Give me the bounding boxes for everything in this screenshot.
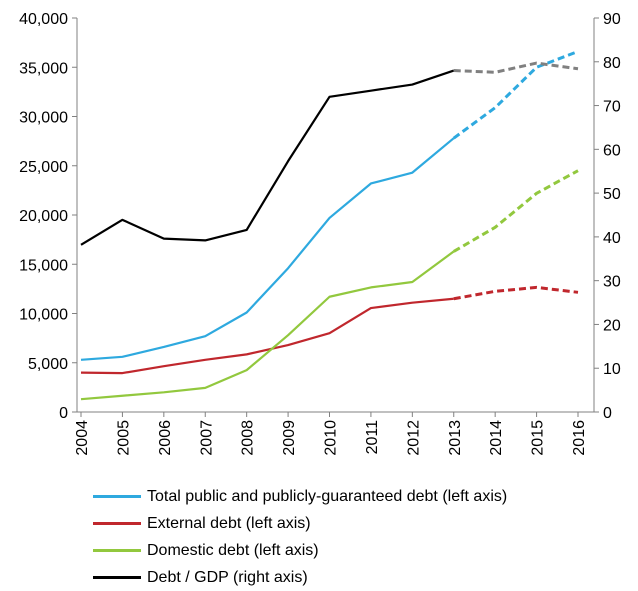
series-line-2 <box>81 251 454 399</box>
legend-item: External debt (left axis) <box>93 510 507 537</box>
x-tick-label: 2014 <box>488 420 505 456</box>
x-tick-label: 2012 <box>405 420 422 456</box>
line-chart: 0 5,000 10,000 15,000 20,000 25,000 30,000 35,0… <box>0 0 638 480</box>
right-y-tick-label: 20 <box>603 317 621 334</box>
series-projection-0 <box>454 51 578 138</box>
x-tick-label: 2004 <box>74 420 91 456</box>
left-y-tick-label: 10,000 <box>19 307 68 324</box>
series-line-1 <box>81 299 454 373</box>
legend-label: Domestic debt (left axis) <box>147 542 319 560</box>
x-tick-label: 2007 <box>198 420 215 456</box>
right-y-tick-label: 50 <box>603 186 621 203</box>
right-y-tick-label: 0 <box>603 405 612 422</box>
x-tick-label: 2008 <box>240 420 257 456</box>
right-y-tick-label: 90 <box>603 11 621 28</box>
x-tick-label: 2009 <box>281 420 298 456</box>
x-tick-label: 2016 <box>571 420 588 456</box>
x-tick-label: 2015 <box>530 420 547 456</box>
legend-label: External debt (left axis) <box>147 515 311 533</box>
series-projection-2 <box>454 171 578 252</box>
series-projection-1 <box>454 287 578 298</box>
x-tick-label: 2010 <box>323 420 340 456</box>
right-y-tick-label: 70 <box>603 99 621 116</box>
x-tick-label: 2013 <box>447 420 464 456</box>
legend-swatch <box>93 495 141 498</box>
series-projection-3 <box>454 63 578 72</box>
right-y-tick-label: 10 <box>603 361 621 378</box>
right-y-tick-label: 40 <box>603 230 621 247</box>
left-y-tick-label: 35,000 <box>19 60 68 77</box>
right-y-tick-label: 60 <box>603 142 621 159</box>
right-y-tick-label: 80 <box>603 55 621 72</box>
left-y-tick-label: 30,000 <box>19 110 68 127</box>
legend-label: Total public and publicly-guaranteed deb… <box>147 488 507 506</box>
legend-item: Debt / GDP (right axis) <box>93 564 507 591</box>
left-y-tick-label: 20,000 <box>19 208 68 225</box>
legend: Total public and publicly-guaranteed deb… <box>93 483 507 591</box>
series-line-3 <box>81 71 454 245</box>
series-line-0 <box>81 138 454 360</box>
left-y-tick-label: 25,000 <box>19 159 68 176</box>
x-tick-label: 2005 <box>115 420 132 456</box>
legend-label: Debt / GDP (right axis) <box>147 569 308 587</box>
left-y-tick-label: 5,000 <box>28 356 68 373</box>
legend-swatch <box>93 522 141 525</box>
left-y-tick-label: 40,000 <box>19 11 68 28</box>
x-tick-label: 2011 <box>364 420 381 455</box>
x-tick-label: 2006 <box>157 420 174 456</box>
right-y-tick-label: 30 <box>603 274 621 291</box>
left-y-tick-label: 15,000 <box>19 257 68 274</box>
legend-swatch <box>93 576 141 579</box>
legend-swatch <box>93 549 141 552</box>
left-y-tick-label: 0 <box>59 405 68 422</box>
legend-item: Domestic debt (left axis) <box>93 537 507 564</box>
legend-item: Total public and publicly-guaranteed deb… <box>93 483 507 510</box>
